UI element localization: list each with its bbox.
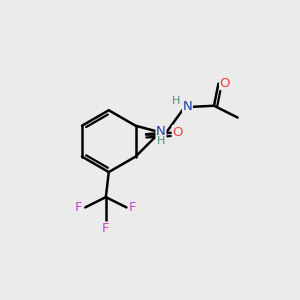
Text: O: O — [220, 76, 230, 90]
Text: F: F — [75, 201, 82, 214]
Text: H: H — [157, 136, 165, 146]
Text: F: F — [102, 222, 110, 235]
Text: N: N — [183, 100, 192, 113]
Text: O: O — [172, 126, 183, 139]
Text: N: N — [156, 125, 166, 138]
Text: F: F — [129, 201, 137, 214]
Text: H: H — [172, 96, 181, 106]
